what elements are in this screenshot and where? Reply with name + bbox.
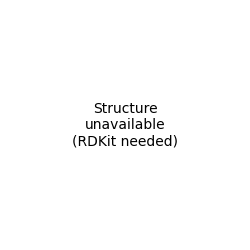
Text: Structure
unavailable
(RDKit needed): Structure unavailable (RDKit needed) (72, 102, 178, 148)
